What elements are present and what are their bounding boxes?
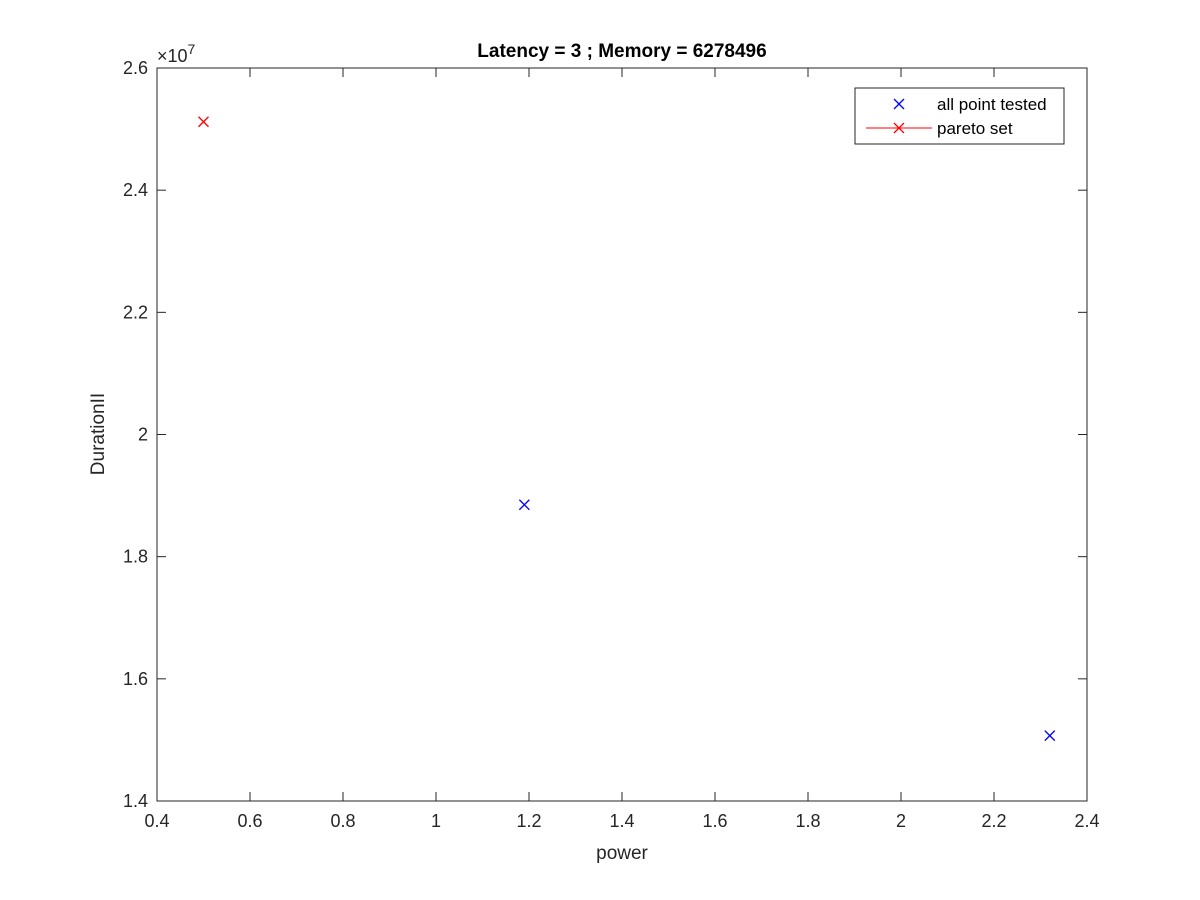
axes-box — [156, 67, 1088, 802]
legend-label: pareto set — [937, 119, 1013, 138]
legend-marker — [893, 98, 905, 110]
y-axis-label: DurationII — [88, 393, 109, 475]
x-tick-label: 1.2 — [516, 811, 541, 831]
y-exponent: ×107 — [157, 41, 196, 66]
y-exponent-base: ×10 — [157, 46, 188, 66]
x-tick-label: 1.4 — [609, 811, 634, 831]
x-tick-label: 2.4 — [1074, 811, 1099, 831]
legend-entry: pareto set — [866, 119, 1013, 138]
x-tick-label: 0.4 — [144, 811, 169, 831]
y-tick-label: 1.8 — [123, 547, 148, 567]
data-point — [1044, 730, 1056, 742]
svg-text:×107: ×107 — [157, 41, 196, 66]
y-tick-label: 2.4 — [123, 180, 148, 200]
x-tick-label: 0.8 — [330, 811, 355, 831]
plot-area — [156, 67, 1088, 802]
x-tick-label: 0.6 — [237, 811, 262, 831]
x-tick-label: 2.2 — [981, 811, 1006, 831]
data-point — [198, 116, 209, 128]
x-tick-label: 1 — [431, 811, 441, 831]
y-tick-label: 1.4 — [123, 791, 148, 811]
legend-label: all point tested — [937, 95, 1047, 114]
x-axis-ticks: 0.4 0.6 0.8 1 1.2 1.4 1.6 1.8 2 2.2 2.4 — [144, 68, 1100, 831]
data-points — [198, 116, 1056, 742]
y-axis-ticks: 1.4 1.6 1.8 2 2.2 2.4 2.6 — [123, 58, 1087, 811]
legend: all point tested pareto set — [854, 87, 1065, 145]
x-tick-label: 2 — [896, 811, 906, 831]
y-tick-label: 2.2 — [123, 302, 148, 322]
legend-box — [854, 87, 1065, 145]
series-1 — [198, 116, 209, 128]
data-point — [518, 499, 530, 511]
x-axis-label: power — [596, 843, 648, 864]
legend-marker — [893, 122, 905, 134]
y-tick-label: 2 — [138, 425, 148, 445]
legend-entry: all point tested — [893, 95, 1047, 114]
series-0 — [518, 499, 1056, 742]
x-tick-label: 1.8 — [795, 811, 820, 831]
y-tick-label: 1.6 — [123, 669, 148, 689]
y-tick-label: 2.6 — [123, 58, 148, 78]
x-tick-label: 1.6 — [702, 811, 727, 831]
y-exponent-power: 7 — [188, 41, 196, 57]
chart-title: Latency = 3 ; Memory = 6278496 — [477, 41, 766, 62]
